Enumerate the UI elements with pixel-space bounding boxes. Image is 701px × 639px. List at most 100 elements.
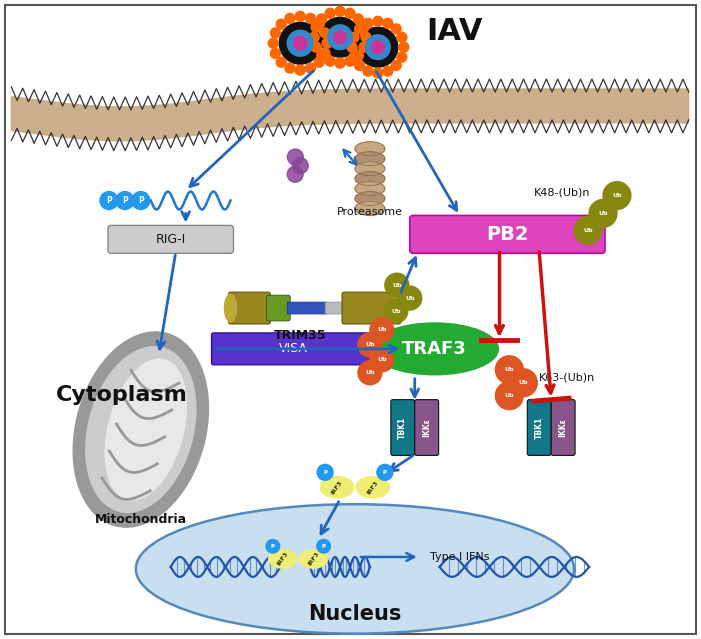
Circle shape [391,24,401,34]
Circle shape [383,66,393,76]
Ellipse shape [356,476,390,498]
Circle shape [397,33,407,42]
Circle shape [603,181,631,210]
Circle shape [372,41,384,54]
Circle shape [116,192,134,210]
Circle shape [355,24,365,34]
Circle shape [391,61,401,70]
Circle shape [276,58,286,67]
Text: TBK1: TBK1 [535,417,544,438]
Text: Ub: Ub [505,393,514,398]
Circle shape [100,192,118,210]
Text: Ub: Ub [598,211,608,216]
Circle shape [271,49,280,59]
Text: P: P [383,470,387,475]
Circle shape [306,13,315,24]
Text: IAV: IAV [426,17,483,46]
Circle shape [327,25,353,50]
Circle shape [353,14,363,24]
Circle shape [325,8,335,19]
FancyBboxPatch shape [212,333,404,365]
Text: Ub: Ub [583,228,593,233]
Circle shape [385,273,409,297]
Text: IKKε: IKKε [559,418,568,437]
Circle shape [309,32,319,42]
Text: P: P [106,196,112,205]
Text: Ub: Ub [519,380,528,385]
Circle shape [287,149,304,165]
Circle shape [271,28,280,38]
Text: P: P [323,470,327,475]
Circle shape [358,361,382,385]
Text: IRF3: IRF3 [367,479,379,495]
Circle shape [311,22,321,33]
Circle shape [317,14,327,24]
Ellipse shape [136,504,574,634]
FancyBboxPatch shape [551,399,575,456]
Circle shape [397,52,407,62]
Text: TRAF3: TRAF3 [402,340,467,358]
Text: Cytoplasm: Cytoplasm [56,385,188,404]
Circle shape [266,539,280,553]
Text: K48-(Ub)n: K48-(Ub)n [534,188,590,197]
Circle shape [383,19,393,28]
Circle shape [279,22,321,64]
Circle shape [311,42,321,52]
Text: Ub: Ub [377,327,387,332]
Circle shape [373,17,383,26]
Text: IRF3: IRF3 [307,551,320,567]
Circle shape [268,38,278,48]
FancyBboxPatch shape [342,292,401,324]
Text: Ub: Ub [377,357,387,362]
Circle shape [320,28,330,38]
Text: Proteasome: Proteasome [337,208,403,217]
Circle shape [276,19,286,29]
Ellipse shape [371,323,498,374]
Ellipse shape [86,347,196,512]
FancyBboxPatch shape [287,302,327,314]
Ellipse shape [268,550,297,568]
FancyBboxPatch shape [415,399,439,456]
Circle shape [363,66,373,76]
Text: Mitochondria: Mitochondria [95,512,187,526]
FancyBboxPatch shape [527,399,551,456]
Text: P: P [122,196,128,205]
Circle shape [285,13,295,24]
Ellipse shape [355,162,385,176]
Circle shape [317,539,330,553]
Circle shape [361,32,371,42]
Circle shape [399,42,409,52]
Circle shape [292,158,308,174]
Circle shape [314,19,324,29]
Circle shape [349,52,359,62]
Ellipse shape [355,142,385,156]
Circle shape [496,381,524,410]
FancyBboxPatch shape [108,226,233,253]
Circle shape [384,299,408,323]
Circle shape [373,68,383,78]
Text: RIG-I: RIG-I [156,233,186,246]
Circle shape [325,56,335,66]
FancyBboxPatch shape [410,215,605,253]
Text: P: P [138,196,144,205]
Circle shape [345,8,355,19]
Circle shape [335,6,345,17]
Ellipse shape [355,201,385,215]
Text: Type I IFNs: Type I IFNs [430,552,489,562]
Text: Nucleus: Nucleus [308,604,402,624]
Circle shape [496,356,524,384]
Circle shape [353,50,363,61]
Circle shape [370,348,394,372]
Circle shape [589,199,617,227]
Circle shape [347,42,357,52]
Text: Ub: Ub [505,367,514,373]
Circle shape [359,22,369,33]
Circle shape [306,63,315,73]
Text: IRF3: IRF3 [330,479,343,495]
Circle shape [295,12,305,21]
Circle shape [320,17,360,57]
Ellipse shape [224,294,236,322]
Ellipse shape [355,192,385,206]
Circle shape [397,286,422,310]
Text: Ub: Ub [365,343,374,348]
